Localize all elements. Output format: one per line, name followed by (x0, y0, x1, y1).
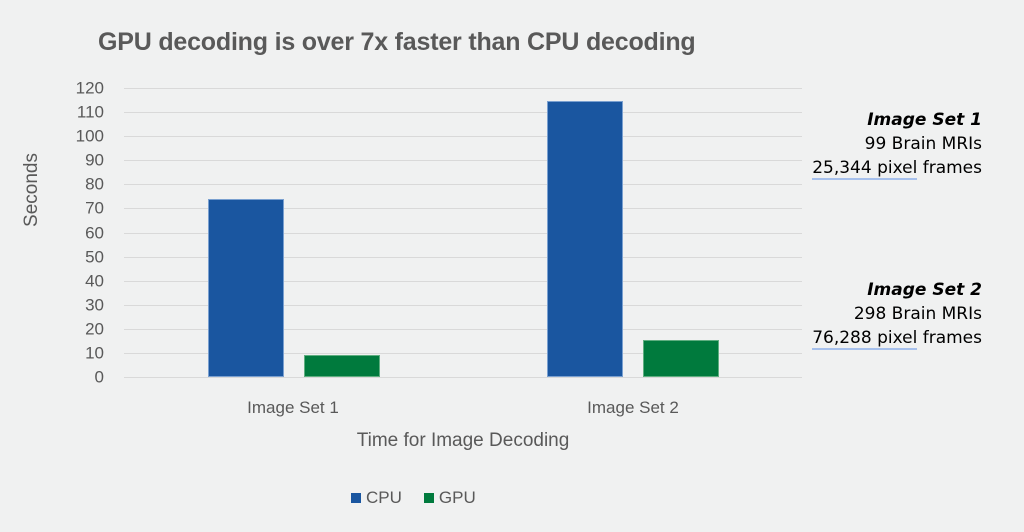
legend-label: GPU (438, 488, 476, 507)
y-tick-label: 90 (85, 150, 104, 170)
gridline (124, 305, 802, 306)
legend: CPU GPU (351, 488, 498, 508)
legend-item-gpu[interactable]: GPU (423, 488, 476, 508)
y-tick-label: 110 (76, 102, 104, 122)
annotation-frames-number: 25,344 pixel (812, 158, 918, 180)
legend-item-cpu[interactable]: CPU (351, 488, 402, 508)
gridline (124, 257, 802, 258)
bar-cpu-2[interactable] (547, 101, 623, 377)
y-tick-label: 100 (75, 126, 104, 146)
x-category-label: Image Set 2 (587, 398, 679, 417)
annotation-frames-suffix: frames (917, 158, 982, 178)
bar-cpu-1[interactable] (208, 198, 284, 377)
gridline (124, 281, 802, 282)
annotation-mri-count: 99 Brain MRIs (864, 134, 982, 154)
gridline (124, 184, 802, 185)
legend-label: CPU (366, 488, 402, 507)
cpu-swatch-icon (351, 493, 361, 503)
bar-gpu-1[interactable] (304, 355, 380, 377)
y-tick-label: 40 (85, 271, 104, 291)
annotation-image-set-1: Image Set 1 99 Brain MRIs 25,344 pixel f… (812, 108, 982, 180)
annotation-frames-number: 76,288 pixel (812, 328, 918, 350)
y-tick-label: 30 (85, 295, 104, 315)
y-tick-label: 60 (85, 223, 104, 243)
annotation-frames: 25,344 pixel frames (812, 156, 982, 180)
y-tick-label: 80 (85, 174, 104, 194)
gridline (124, 353, 802, 354)
annotation-frames: 76,288 pixel frames (812, 326, 982, 350)
annotation-heading: Image Set 2 (867, 280, 982, 300)
gridline (124, 208, 802, 209)
y-tick-label: 120 (75, 78, 104, 98)
y-tick-label: 10 (85, 343, 104, 363)
gridline (124, 233, 802, 234)
y-tick-label: 50 (85, 247, 104, 267)
y-tick-label: 70 (85, 198, 104, 218)
x-category-label: Image Set 1 (247, 398, 339, 417)
y-axis-title: Seconds (21, 153, 42, 227)
bar-gpu-2[interactable] (643, 340, 719, 377)
annotation-mri-count: 298 Brain MRIs (853, 304, 982, 324)
annotation-frames-suffix: frames (917, 328, 982, 348)
gridline (124, 329, 802, 330)
gridline (124, 160, 802, 161)
gridline (124, 112, 802, 113)
gridline (124, 377, 802, 378)
gpu-swatch-icon (423, 493, 434, 503)
annotation-image-set-2: Image Set 2 298 Brain MRIs 76,288 pixel … (812, 278, 982, 350)
chart-title: GPU decoding is over 7x faster than CPU … (98, 28, 696, 56)
y-tick-label: 0 (94, 367, 104, 387)
gridline (124, 136, 802, 137)
y-tick-label: 20 (85, 319, 104, 339)
gridline (124, 88, 802, 89)
annotation-heading: Image Set 1 (867, 110, 982, 130)
x-axis-title: Time for Image Decoding (356, 430, 570, 451)
